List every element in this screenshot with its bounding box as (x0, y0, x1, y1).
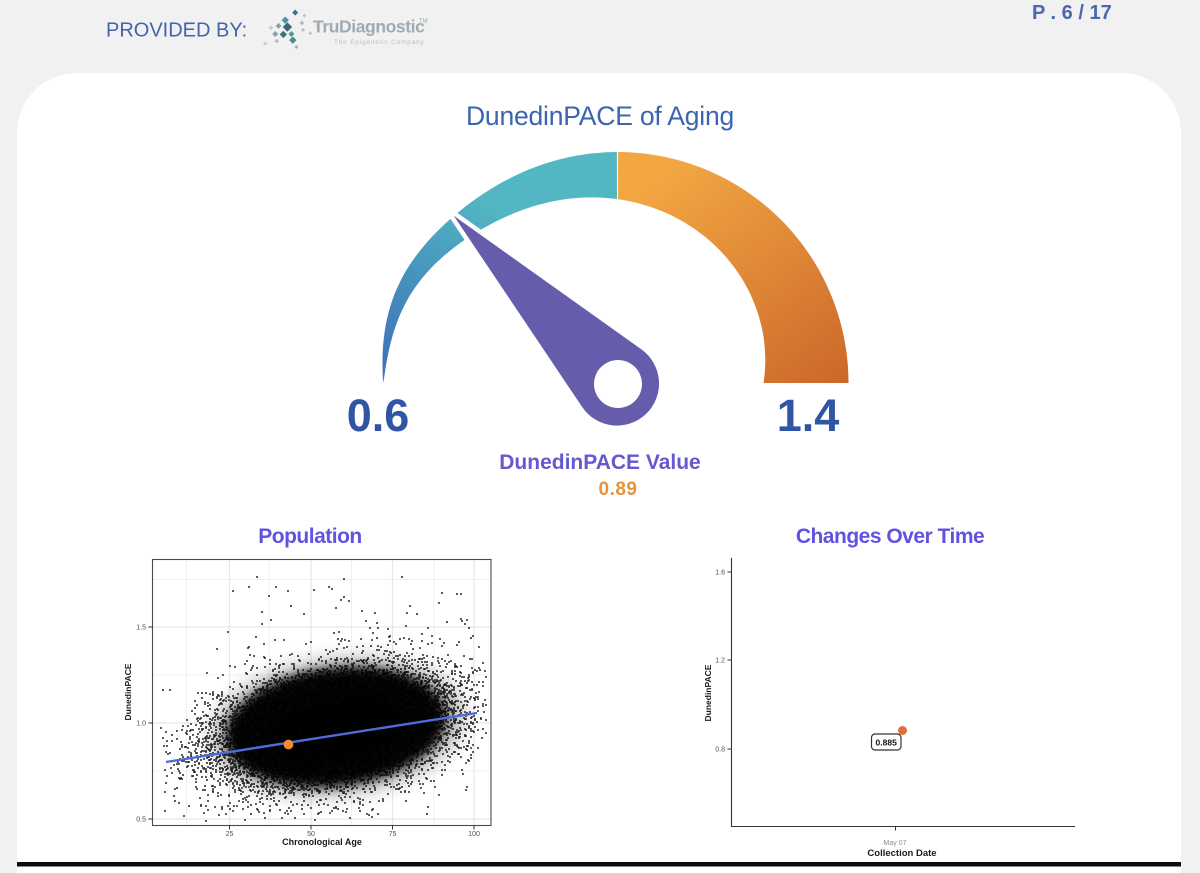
svg-text:DunedinPACE Value: DunedinPACE Value (499, 451, 700, 474)
svg-text:P . 6 / 17: P . 6 / 17 (1032, 2, 1112, 24)
svg-text:PROVIDED BY:: PROVIDED BY: (106, 20, 247, 42)
svg-text:25: 25 (226, 831, 234, 838)
svg-text:1.4: 1.4 (777, 390, 840, 441)
svg-text:May 07: May 07 (884, 840, 907, 847)
svg-text:1.0: 1.0 (136, 721, 146, 728)
svg-text:75: 75 (389, 831, 397, 838)
svg-text:Changes Over Time: Changes Over Time (796, 525, 984, 548)
svg-text:100: 100 (468, 831, 480, 838)
svg-text:1.2: 1.2 (715, 658, 725, 665)
svg-text:DunedinPACE: DunedinPACE (123, 663, 133, 720)
svg-text:Population: Population (258, 525, 362, 548)
svg-text:0.6: 0.6 (347, 390, 410, 441)
svg-text:1.6: 1.6 (715, 570, 725, 577)
svg-text:0.5: 0.5 (136, 817, 146, 824)
svg-text:0.885: 0.885 (876, 738, 898, 748)
svg-text:DunedinPACE: DunedinPACE (703, 664, 713, 721)
svg-text:Collection Date: Collection Date (867, 848, 936, 859)
svg-text:TM: TM (419, 19, 428, 25)
svg-text:TruDiagnostic: TruDiagnostic (313, 17, 425, 37)
svg-text:DunedinPACE of Aging: DunedinPACE of Aging (466, 101, 734, 131)
svg-text:The Epigenetic Company: The Epigenetic Company (334, 39, 425, 46)
svg-text:50: 50 (307, 831, 315, 838)
svg-text:0.8: 0.8 (715, 747, 725, 754)
svg-text:0.89: 0.89 (599, 479, 638, 500)
svg-text:Chronological Age: Chronological Age (282, 837, 362, 847)
svg-text:1.5: 1.5 (136, 625, 146, 632)
